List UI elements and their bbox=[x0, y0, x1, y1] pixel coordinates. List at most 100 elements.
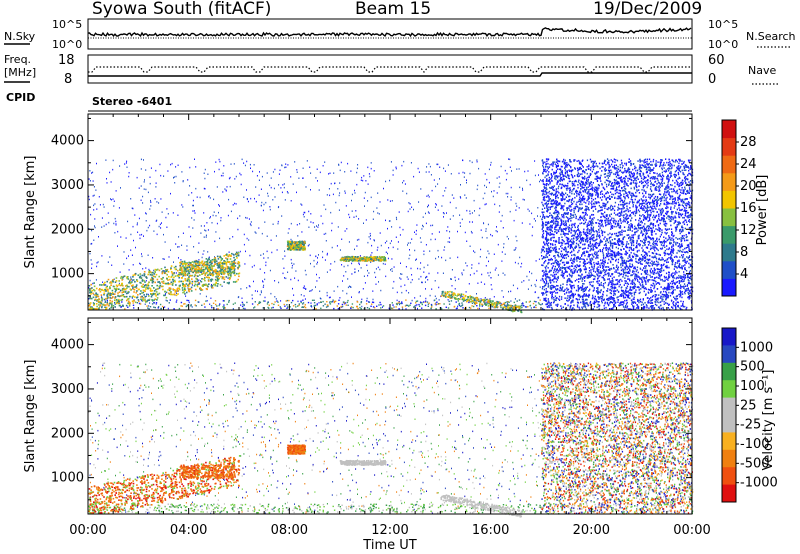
rti-cell bbox=[155, 288, 157, 291]
rti-cell bbox=[668, 169, 670, 172]
rti-cell bbox=[401, 301, 403, 303]
rti-cell bbox=[338, 194, 340, 197]
rti-cell bbox=[370, 167, 372, 170]
rti-cell bbox=[155, 269, 158, 271]
rti-cell bbox=[163, 294, 165, 297]
rti-cell bbox=[360, 267, 362, 269]
rti-cell bbox=[284, 305, 286, 307]
rti-cell bbox=[605, 256, 607, 259]
rti-cell bbox=[455, 207, 457, 209]
rti-cell bbox=[190, 290, 193, 292]
rti-cell bbox=[91, 263, 93, 265]
rti-cell bbox=[458, 304, 461, 307]
rti-cell bbox=[186, 274, 189, 276]
rti-cell bbox=[227, 214, 229, 217]
rti-cell bbox=[608, 297, 611, 300]
rti-cell bbox=[395, 216, 397, 219]
rti-cell bbox=[300, 294, 302, 296]
rti-cell bbox=[512, 307, 514, 310]
rti-cell bbox=[323, 204, 325, 206]
rti-cell bbox=[146, 293, 148, 296]
rti-cell bbox=[553, 262, 555, 265]
rti-cell bbox=[526, 179, 528, 182]
rti-cell bbox=[594, 271, 597, 273]
rti-cell bbox=[116, 287, 118, 290]
rti-cell bbox=[258, 227, 260, 229]
rti-cell bbox=[106, 294, 108, 297]
rti-cell bbox=[141, 299, 143, 302]
rti-cell bbox=[384, 242, 386, 244]
rti-cell bbox=[190, 235, 192, 238]
rti-cell bbox=[558, 185, 560, 188]
rti-cell bbox=[351, 262, 353, 265]
rti-cell bbox=[130, 278, 132, 280]
rti-cell bbox=[88, 287, 90, 289]
rti-cell bbox=[488, 299, 491, 301]
rti-cell bbox=[233, 260, 235, 262]
rti-cell bbox=[507, 306, 509, 309]
rti-cell bbox=[325, 306, 328, 308]
rti-cell bbox=[480, 298, 482, 300]
rti-cell bbox=[179, 269, 181, 271]
rti-cell bbox=[508, 301, 510, 303]
rti-cell bbox=[437, 303, 439, 305]
rti-cell bbox=[550, 229, 552, 231]
rti-cell bbox=[469, 212, 471, 215]
rti-cell bbox=[505, 305, 507, 307]
rti-cell bbox=[669, 257, 672, 259]
rti-cell bbox=[638, 292, 640, 295]
rti-cell bbox=[178, 287, 180, 290]
rti-cell bbox=[670, 292, 672, 294]
rti-cell bbox=[206, 265, 208, 268]
rti-cell bbox=[177, 214, 179, 216]
rti-cell bbox=[443, 303, 445, 305]
rti-cell bbox=[129, 279, 132, 281]
rti-cell bbox=[195, 264, 197, 266]
rti-cell bbox=[652, 177, 654, 180]
rti-cell bbox=[203, 236, 205, 238]
rti-cell bbox=[647, 302, 649, 304]
rti-cell bbox=[249, 163, 251, 166]
rti-cell bbox=[534, 174, 536, 177]
rti-cell bbox=[144, 298, 146, 301]
rti-cell bbox=[575, 242, 578, 245]
rti-cell bbox=[619, 195, 621, 197]
rti-cell bbox=[291, 308, 293, 310]
rti-cell bbox=[288, 241, 290, 244]
rti-cell bbox=[175, 243, 177, 245]
rti-cell bbox=[594, 275, 596, 278]
rti-cell bbox=[453, 296, 456, 299]
rti-cell bbox=[305, 288, 307, 290]
rti-cell bbox=[343, 275, 345, 277]
rti-cell bbox=[99, 305, 101, 308]
rti-cell bbox=[105, 290, 107, 292]
rti-cell bbox=[566, 233, 568, 235]
rti-cell bbox=[149, 302, 151, 304]
rti-cell bbox=[415, 229, 417, 232]
rti-cell bbox=[651, 264, 654, 267]
rti-cell bbox=[515, 235, 517, 238]
rti-cell bbox=[379, 232, 381, 234]
rti-cell bbox=[568, 296, 570, 299]
rti-cell bbox=[201, 285, 204, 287]
rti-cell bbox=[280, 307, 282, 309]
rti-cell bbox=[215, 276, 217, 278]
rti-cell bbox=[522, 303, 524, 305]
freq-label: Freq. bbox=[4, 53, 31, 66]
rti-cell bbox=[145, 295, 147, 297]
rti-cell bbox=[419, 295, 421, 297]
rti-cell bbox=[215, 303, 217, 306]
rti-cell bbox=[208, 195, 210, 198]
rti-cell bbox=[286, 304, 288, 306]
rti-cell bbox=[465, 291, 467, 293]
rti-cell bbox=[223, 261, 225, 264]
rti-cell bbox=[617, 182, 619, 184]
rti-cell bbox=[204, 284, 207, 286]
rti-cell bbox=[471, 212, 473, 214]
nsky-traces bbox=[87, 27, 692, 39]
rti-cell bbox=[608, 299, 610, 302]
rti-cell bbox=[363, 256, 366, 259]
rti-cell bbox=[514, 261, 516, 264]
rti-cell bbox=[110, 284, 112, 286]
rti-cell bbox=[449, 257, 451, 259]
